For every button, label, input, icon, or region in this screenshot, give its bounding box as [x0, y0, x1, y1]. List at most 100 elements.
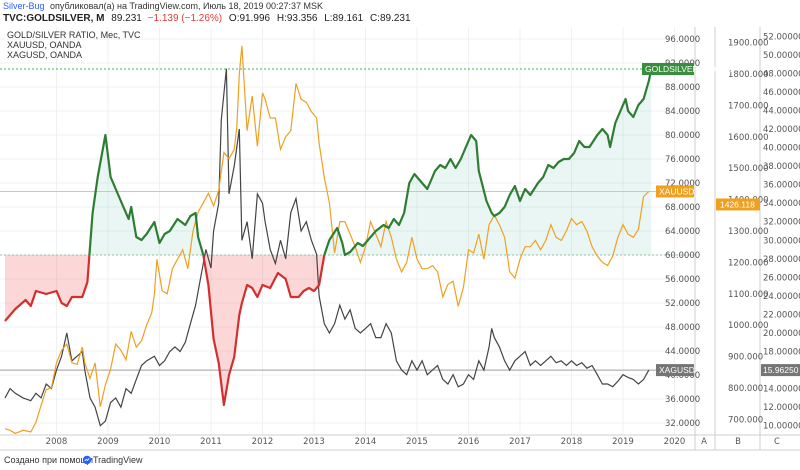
low-value: L:89.161 [324, 13, 363, 24]
close-value: C:89.231 [370, 13, 411, 24]
gold-series-tag: XAUUSD [656, 185, 694, 198]
high-value: H:93.356 [277, 13, 318, 24]
legend-ratio[interactable]: GOLD/SILVER RATIO, Mec, TVC [7, 30, 141, 40]
gold-series-tag-text: XAUUSD [659, 186, 694, 196]
silver-tick-label: 44.00000 [763, 106, 800, 116]
footer: Создано при помощи TradingView [4, 455, 143, 465]
ratio-tick-label: 56.0000 [665, 275, 700, 285]
silver-tick-label: 28.00000 [763, 255, 800, 265]
ratio-fill-down [203, 255, 325, 405]
ratio-tick-label: 36.0000 [665, 395, 700, 405]
silver-tick-label: 14.00000 [763, 385, 800, 395]
year-tick-label: 2010 [149, 437, 171, 447]
gold-last-badge: 1426.118 [716, 198, 760, 211]
silver-tick-label: 48.00000 [763, 69, 800, 79]
year-tick-label: 2014 [355, 437, 377, 447]
ratio-series-tag: GOLDSILVER • 90.936 [642, 63, 733, 75]
silver-tick-label: 46.00000 [763, 88, 800, 98]
series-ratio-down-segment[interactable] [202, 254, 326, 407]
series-ratio-up-segment[interactable] [323, 68, 653, 257]
silver-tick-label: 30.00000 [763, 236, 800, 246]
gold-tick-label: 1600.000 [728, 133, 769, 143]
year-tick-label: 2016 [458, 437, 480, 447]
last-value-tags: GOLDSILVER • 90.936 XAUUSD XAGUSD 1426.118 1… [642, 63, 800, 377]
series-ratio-up-segment[interactable] [88, 133, 205, 256]
ratio-tick-label: 88.0000 [665, 83, 700, 93]
silver-tick-label: 22.00000 [763, 310, 800, 320]
silver-tick-label: 40.00000 [763, 144, 800, 154]
silver-tick-label: 50.00000 [763, 51, 800, 61]
year-tick-label: 2012 [252, 437, 274, 447]
ratio-series-tag-bg [642, 63, 694, 75]
ratio-tick-label: 32.0000 [665, 419, 700, 429]
gold-tick-label: 1700.000 [728, 101, 769, 111]
year-tick-label: 2013 [303, 437, 325, 447]
silver-last-badge-text: 15.96250 [763, 365, 799, 375]
silver-tick-label: 10.00000 [763, 422, 800, 432]
legend-silver[interactable]: XAGUSD, OANDA [7, 50, 82, 60]
ratio-tick-label: 76.0000 [665, 155, 700, 165]
gold-tick-label: 1300.000 [728, 227, 769, 237]
ratio-tick-label: 72.0000 [665, 179, 700, 189]
gold-tick-label: 1000.000 [728, 321, 769, 331]
open-value: O:91.996 [229, 13, 271, 24]
series-xauusd-line[interactable] [4, 45, 650, 435]
gold-tick-label: 1900.000 [728, 39, 769, 49]
gold-tick-label: 900.000 [728, 353, 763, 363]
ratio-tick-label: 84.0000 [665, 107, 700, 117]
svg-text:Silver-Bug опубликовал(а: Silver-Bug опубликовал(а) на TradingView… [3, 1, 323, 11]
price-change: −1.139 (−1.26%) [148, 13, 223, 24]
ratio-tick-label: 52.0000 [665, 299, 700, 309]
gold-series-tag-bg [656, 185, 694, 198]
series-layer [4, 45, 653, 435]
year-tick-label: 2018 [561, 437, 583, 447]
publisher-link[interactable]: Silver-Bug [3, 1, 45, 11]
ratio-tick-label: 96.0000 [665, 35, 700, 45]
silver-series-tag-bg [656, 364, 694, 377]
silver-tick-label: 12.00000 [763, 403, 800, 413]
gold-tick-label: 800.000 [728, 384, 763, 394]
last-price: 89.231 [111, 13, 142, 24]
year-tick-label: 2019 [612, 437, 634, 447]
ratio-tick-label: 68.0000 [665, 203, 700, 213]
tradingview-logo-icon[interactable] [82, 455, 92, 465]
symbol-label[interactable]: TVC:GOLDSILVER, M [3, 13, 104, 24]
year-tick-label: 2009 [97, 437, 119, 447]
year-tick-label: 2008 [46, 437, 68, 447]
scale-c-button[interactable]: C [774, 437, 780, 447]
ratio-tick-label: 44.0000 [665, 347, 700, 357]
silver-tick-label: 20.00000 [763, 329, 800, 339]
silver-last-badge-bg [761, 364, 800, 377]
legend: GOLD/SILVER RATIO, Mec, TVC XAUUSD, OAND… [7, 30, 141, 60]
svg-text:TVC:GOLDSILVER, M 89.231: TVC:GOLDSILVER, M 89.231 −1.139 (−1.26%)… [3, 13, 411, 24]
gold-tick-label: 1100.000 [728, 290, 769, 300]
scale-b-button[interactable]: B [735, 437, 741, 447]
gold-last-badge-bg [716, 198, 760, 211]
footer-brand[interactable]: TradingView [93, 455, 143, 465]
scale-switch-row: A B C [701, 437, 780, 447]
silver-tick-label: 38.00000 [763, 162, 800, 172]
ratio-fill-up [324, 69, 652, 255]
grid [0, 27, 695, 435]
scale-a-button[interactable]: A [701, 437, 707, 447]
silver-tick-label: 34.00000 [763, 199, 800, 209]
ratio-fill-down [5, 255, 90, 321]
time-axis[interactable]: 2008 2009 2010 2011 2012 2013 2014 2015 2016 2017… [46, 437, 686, 447]
year-tick-label: 2020 [664, 437, 686, 447]
series-ratio-down-segment[interactable] [4, 254, 91, 322]
silver-tick-label: 26.00000 [763, 273, 800, 283]
ratio-tick-label: 48.0000 [665, 323, 700, 333]
legend-gold[interactable]: XAUUSD, OANDA [7, 40, 82, 50]
gold-tick-label: 1500.000 [728, 164, 769, 174]
silver-tick-label: 18.00000 [763, 348, 800, 358]
header-bar: Silver-Bug опубликовал(а) на TradingView… [3, 1, 411, 24]
year-tick-label: 2015 [406, 437, 428, 447]
silver-tick-label: 32.00000 [763, 218, 800, 228]
gold-last-badge-text: 1426.118 [720, 199, 755, 209]
series-xagusd-line[interactable] [4, 68, 650, 427]
silver-last-badge: 15.96250 [761, 364, 800, 377]
gold-tick-label: 700.000 [728, 415, 763, 425]
ratio-tick-label: 80.0000 [665, 131, 700, 141]
year-tick-label: 2017 [509, 437, 531, 447]
